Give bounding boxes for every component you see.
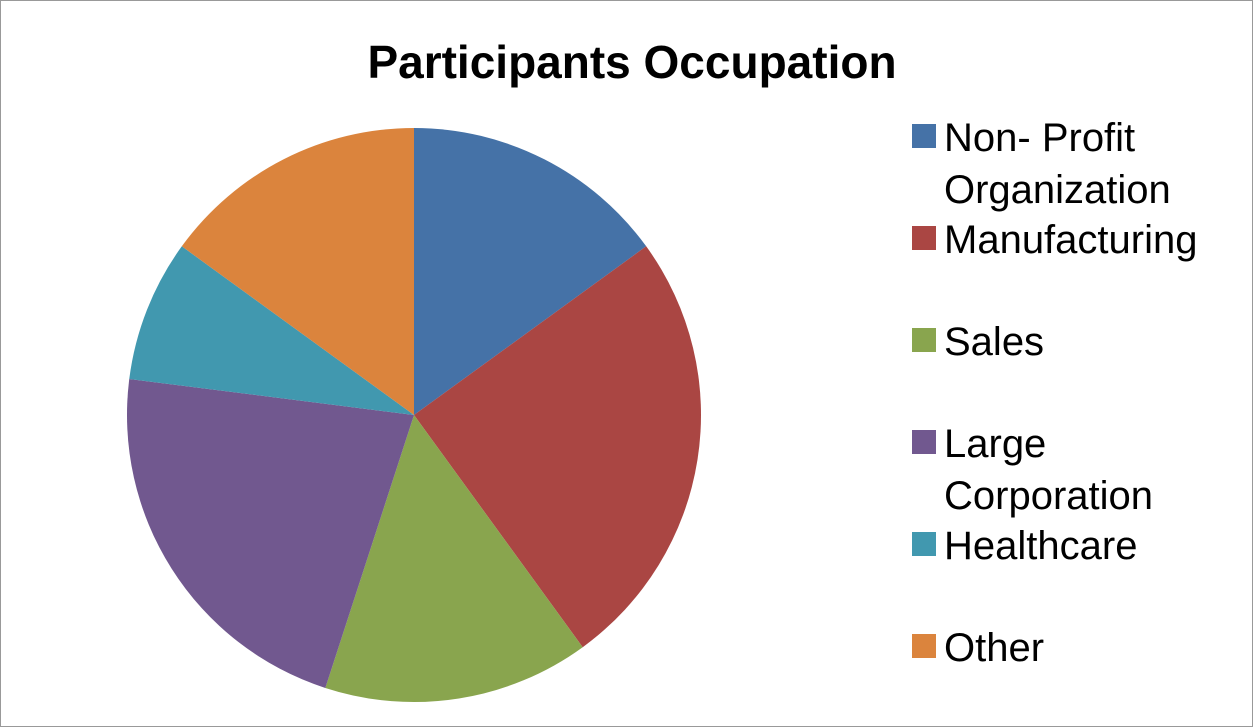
- legend-label: Non- Profit Organization: [944, 116, 1171, 212]
- pie-slice: [414, 246, 701, 648]
- legend-entry: Other: [912, 622, 1242, 724]
- legend-label: Other: [944, 626, 1045, 670]
- pie-slice: [126, 379, 414, 688]
- legend: Non- Profit Organization Manufacturing Sal…: [912, 112, 1242, 724]
- legend-entry: Large Corporation: [912, 418, 1242, 520]
- pie-slice: [181, 128, 414, 415]
- legend-entry: Manufacturing: [912, 214, 1242, 316]
- legend-swatch: [912, 328, 936, 352]
- pie-slice: [129, 246, 415, 415]
- chart-title: Participants Occupation: [367, 36, 896, 88]
- legend-swatch: [912, 532, 936, 556]
- pie-slice: [414, 128, 647, 415]
- legend-swatch: [912, 430, 936, 454]
- legend-entry: Sales: [912, 316, 1242, 418]
- legend-entry: Non- Profit Organization: [912, 112, 1242, 214]
- legend-swatch: [912, 226, 936, 250]
- legend-label: Sales: [944, 320, 1045, 364]
- legend-label: Large Corporation: [944, 422, 1154, 518]
- pie-slice: [325, 415, 583, 702]
- legend-label: Manufacturing: [944, 218, 1198, 262]
- legend-swatch: [912, 124, 936, 148]
- legend-swatch: [912, 634, 936, 658]
- legend-label: Healthcare: [944, 524, 1138, 568]
- legend-entry: Healthcare: [912, 520, 1242, 622]
